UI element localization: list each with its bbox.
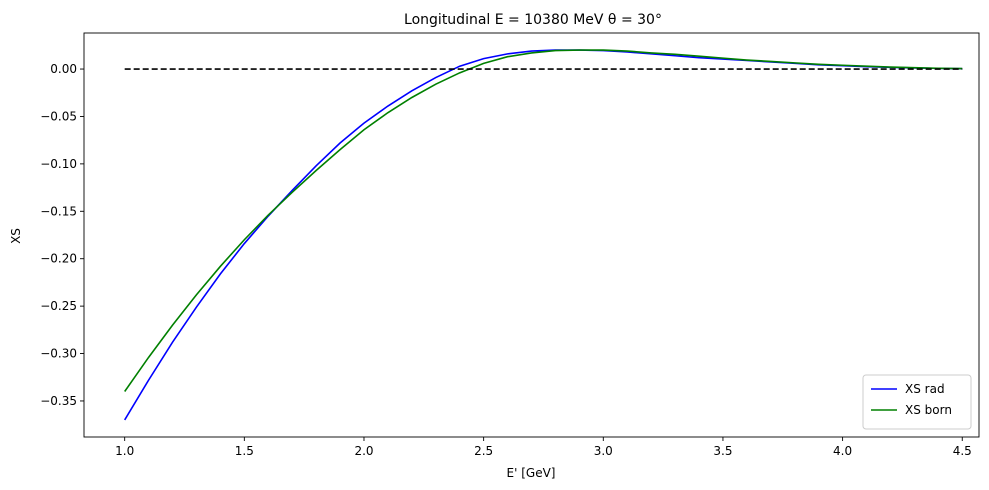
y-tick-label: −0.30	[40, 347, 77, 361]
legend: XS rad XS born	[862, 374, 972, 430]
y-tick-label: −0.35	[40, 394, 77, 408]
x-tick-label: 3.5	[713, 444, 732, 458]
plot-area	[123, 49, 963, 421]
chart-title: Longitudinal E = 10380 MeV θ = 30°	[404, 12, 662, 28]
legend-label: XS born	[905, 403, 952, 417]
y-tick-label: 0.00	[50, 62, 77, 76]
y-tick-label: −0.20	[40, 252, 77, 266]
y-tick-label: −0.15	[40, 204, 77, 218]
x-tick-label: 2.0	[354, 444, 373, 458]
y-tick-label: −0.10	[40, 157, 77, 171]
x-tick-label: 1.5	[235, 444, 254, 458]
series-line-xs-born	[124, 49, 963, 392]
x-tick-label: 4.0	[833, 444, 852, 458]
x-tick-label: 4.5	[953, 444, 972, 458]
axes: 1.0 1.5 2.0 2.5 3.0 3.5 4.0 4.5 0.00 −0.05 −0.10 −0…	[40, 32, 980, 458]
y-axis-label: XS	[9, 228, 23, 244]
x-tick-label: 1.0	[115, 444, 134, 458]
x-tick-label: 3.0	[594, 444, 613, 458]
axes-frame	[83, 32, 980, 438]
legend-label: XS rad	[905, 382, 945, 396]
x-axis-label: E' [GeV]	[507, 466, 556, 480]
y-tick-label: −0.25	[40, 299, 77, 313]
y-tick-label: −0.05	[40, 109, 77, 123]
x-tick-label: 2.5	[474, 444, 493, 458]
